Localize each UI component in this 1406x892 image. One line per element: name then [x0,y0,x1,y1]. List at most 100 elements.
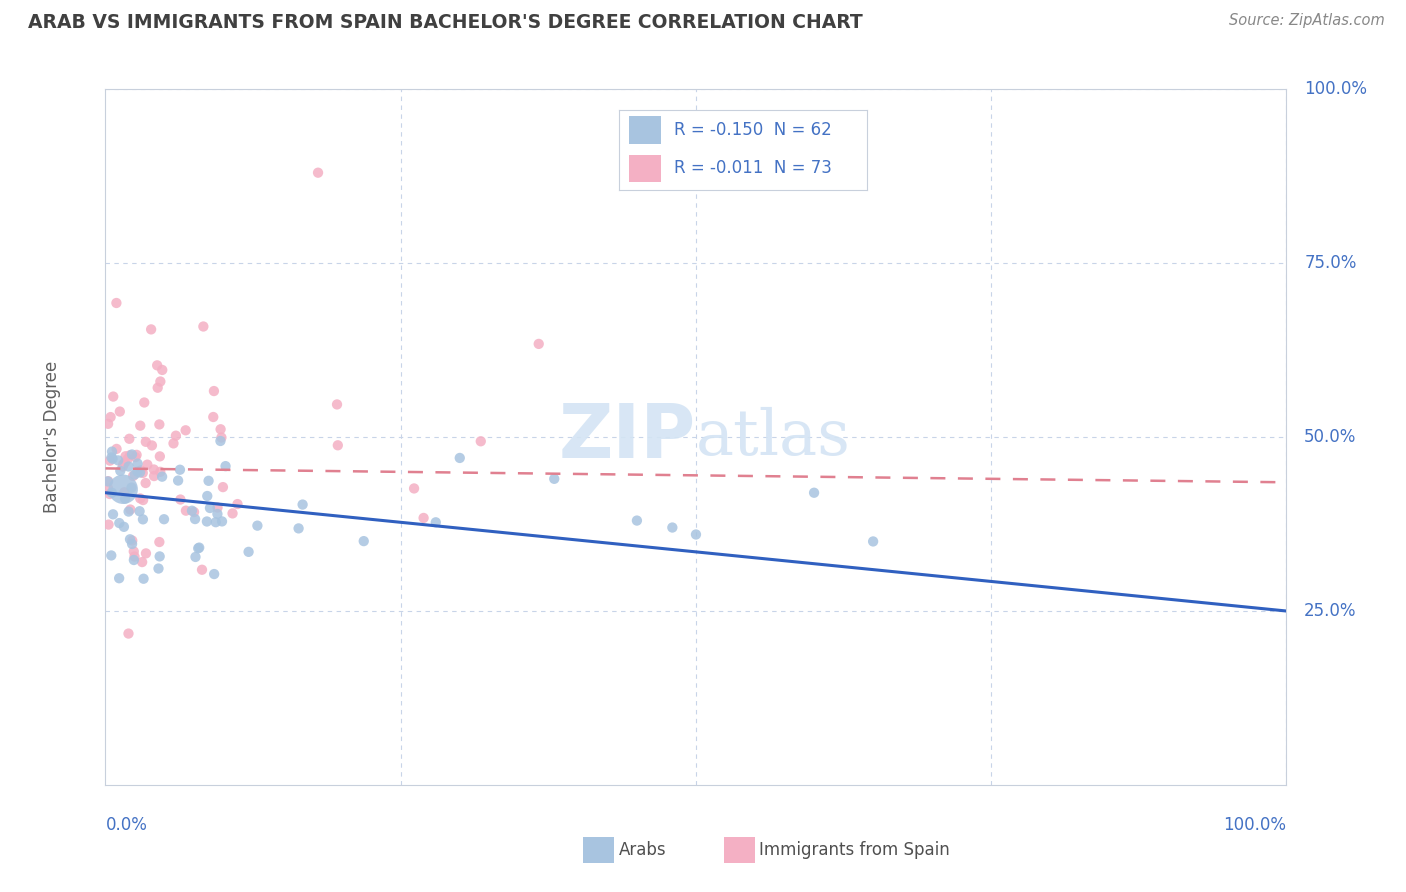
Point [139,322,162,336]
Point [146,359,169,373]
Point [169,463,191,477]
Point [134,395,156,409]
Point [202,409,225,424]
Point [114,456,136,470]
Point [128,504,150,518]
Point [124,450,146,464]
Point [326,438,349,452]
Point [143,469,166,483]
Text: Immigrants from Spain: Immigrants from Spain [759,841,950,859]
Point [187,541,209,556]
Point [543,472,565,486]
Point [118,448,141,462]
Point [207,507,229,521]
Point [135,476,157,491]
Point [188,541,211,555]
Point [112,482,135,496]
Point [214,459,236,474]
Point [117,626,139,640]
Text: ARAB VS IMMIGRANTS FROM SPAIN BACHELOR'S DEGREE CORRELATION CHART: ARAB VS IMMIGRANTS FROM SPAIN BACHELOR'S… [28,13,863,32]
Point [238,545,260,559]
Point [121,447,143,461]
Point [148,417,170,432]
Point [183,505,205,519]
Text: Arabs: Arabs [619,841,666,859]
Point [209,434,232,448]
Point [114,491,136,506]
Point [112,457,135,471]
Text: ZIP: ZIP [558,401,696,474]
Point [246,518,269,533]
Point [209,431,232,445]
Point [212,480,235,494]
Point [124,467,146,482]
Point [132,512,155,526]
Point [121,533,143,548]
Point [148,561,170,575]
Point [132,466,155,480]
Point [207,500,229,515]
Point [127,465,149,479]
Point [470,434,492,449]
Point [150,469,173,483]
Point [148,535,170,549]
Point [149,549,172,564]
Point [174,423,197,437]
Text: atlas: atlas [696,407,851,467]
Point [97,474,120,488]
Point [105,442,128,456]
Point [97,481,120,495]
Point [117,505,139,519]
Point [135,546,157,560]
Point [117,459,139,474]
Bar [628,155,661,182]
Point [105,296,128,310]
Point [449,450,471,465]
Point [112,485,135,500]
Point [129,418,152,433]
Point [100,410,122,425]
Point [118,432,141,446]
Point [101,485,124,500]
Point [108,571,131,585]
Point [198,501,221,516]
Text: 50.0%: 50.0% [1305,428,1357,446]
Point [174,503,197,517]
Point [287,521,309,535]
Text: 75.0%: 75.0% [1305,254,1357,272]
Point [307,166,329,180]
Point [121,537,143,551]
Point [226,497,249,511]
Point [181,504,204,518]
Point [150,363,173,377]
Point [803,485,825,500]
Point [149,465,172,479]
Point [100,450,122,465]
Point [204,515,226,529]
Point [100,549,122,563]
Point [195,515,218,529]
Point [153,512,176,526]
Point [129,466,152,480]
Point [136,458,159,472]
Point [103,390,125,404]
Point [114,450,136,464]
Text: Source: ZipAtlas.com: Source: ZipAtlas.com [1229,13,1385,29]
Point [149,375,172,389]
Point [193,319,215,334]
Point [117,452,139,467]
Point [425,516,447,530]
Point [142,462,165,476]
Point [107,453,129,467]
Point [195,489,218,503]
Point [209,422,232,436]
Point [527,337,550,351]
Point [135,434,157,449]
Point [131,555,153,569]
Point [110,464,132,478]
Point [291,498,314,512]
Point [412,511,434,525]
Point [862,534,884,549]
Point [197,474,219,488]
Point [112,520,135,534]
